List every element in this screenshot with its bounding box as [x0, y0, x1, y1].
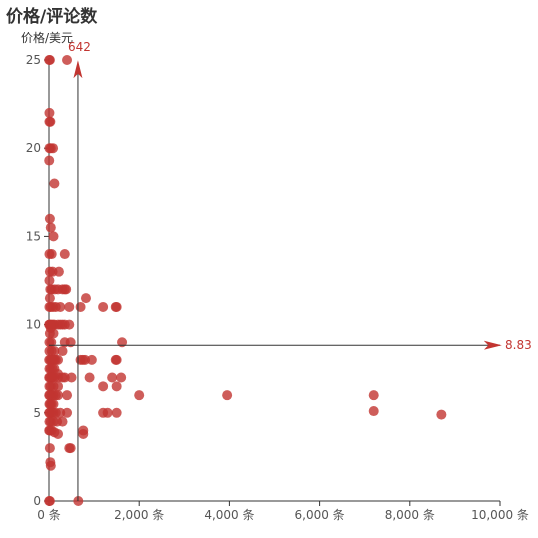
data-point: [64, 319, 75, 330]
data-point: [116, 372, 127, 383]
data-point: [48, 143, 59, 154]
x-tick-label: 10,000 条: [471, 508, 529, 522]
y-tick-label: 10: [26, 318, 41, 332]
data-point: [59, 249, 70, 260]
y-tick-label: 25: [26, 53, 41, 67]
data-point: [62, 55, 73, 65]
data-point: [65, 443, 76, 454]
data-point: [65, 337, 76, 348]
data-point: [86, 354, 97, 365]
data-point: [45, 460, 56, 471]
data-point: [44, 443, 55, 454]
data-point: [53, 428, 64, 439]
data-point: [55, 301, 66, 312]
y-axis-label: 价格/美元: [21, 30, 73, 45]
y-tick-label: 15: [26, 229, 41, 243]
data-point: [53, 354, 64, 365]
data-point: [368, 406, 379, 417]
data-point: [44, 496, 55, 506]
data-point: [117, 337, 128, 348]
axes: 0 条 2,000 条 4,000 条 6,000 条 8,000 条 10,000 条 0…: [26, 53, 529, 522]
data-point: [57, 416, 68, 427]
data-point: [111, 301, 122, 312]
data-point: [49, 346, 60, 357]
data-point: [222, 390, 233, 401]
data-point: [48, 328, 59, 339]
y-tick-label: 20: [26, 141, 41, 155]
data-point: [64, 301, 75, 312]
data-point: [48, 398, 59, 409]
data-point: [44, 301, 55, 312]
data-point: [80, 293, 91, 304]
data-point: [111, 381, 122, 392]
data-point: [44, 293, 55, 304]
data-point: [436, 409, 447, 420]
data-point: [46, 337, 57, 348]
data-point: [53, 266, 64, 277]
data-point: [66, 372, 77, 383]
data-point: [111, 354, 122, 365]
data-point: [75, 301, 86, 312]
y-tick-label: 5: [33, 406, 41, 420]
data-point: [44, 107, 55, 118]
data-point: [44, 116, 55, 127]
data-point: [53, 390, 64, 401]
x-tick-label: 2,000 条: [114, 508, 164, 522]
data-point: [111, 407, 122, 418]
x-tick-label: 6,000 条: [295, 508, 345, 522]
data-point: [102, 407, 113, 418]
data-point: [46, 249, 57, 260]
data-point: [45, 222, 56, 233]
data-point: [107, 372, 118, 383]
data-point: [61, 284, 72, 295]
y-mark-label: 8.83: [505, 338, 532, 352]
data-point: [49, 178, 60, 189]
mark-lines: 642 8.83: [49, 40, 532, 501]
chart-title: 价格/评论数: [6, 7, 98, 27]
data-point: [62, 390, 73, 401]
data-point: [44, 275, 55, 286]
data-point: [44, 155, 55, 166]
data-point: [62, 407, 73, 418]
data-point: [368, 390, 379, 401]
data-point: [98, 301, 109, 312]
x-tick-label: 4,000 条: [204, 508, 254, 522]
data-point: [78, 425, 89, 436]
data-point: [57, 346, 68, 357]
y-tick-label: 0: [33, 494, 41, 508]
data-point: [84, 372, 95, 383]
data-points: [44, 55, 447, 506]
data-point: [48, 231, 59, 242]
x-tick-label: 8,000 条: [385, 508, 435, 522]
data-point: [53, 381, 64, 392]
data-point: [134, 390, 145, 401]
x-mark-label: 642: [68, 40, 91, 54]
data-point: [44, 213, 55, 224]
x-tick-label: 0 条: [37, 508, 60, 522]
data-point: [98, 381, 109, 392]
data-point: [44, 55, 55, 65]
